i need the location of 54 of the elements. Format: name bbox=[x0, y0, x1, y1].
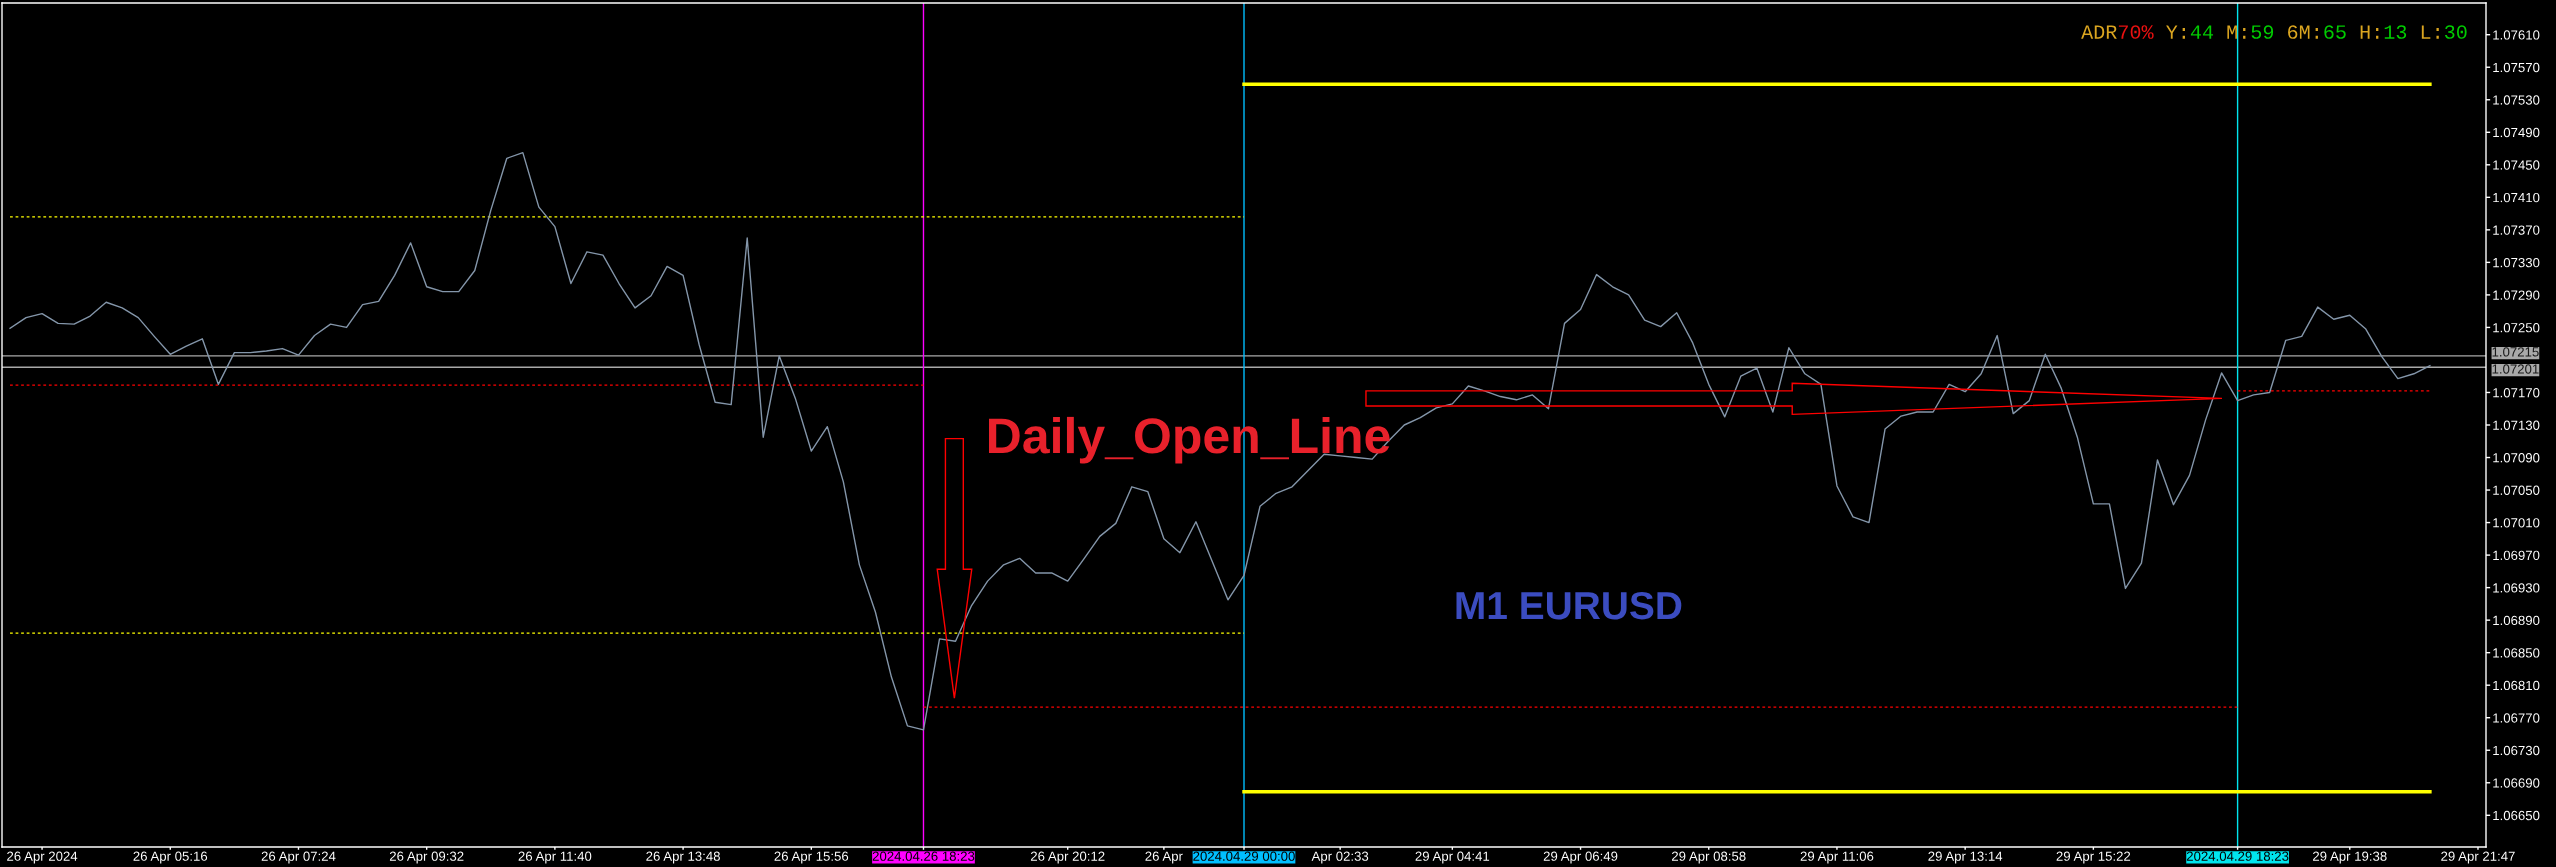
y-tick-label: 1.07370 bbox=[2493, 225, 2540, 235]
x-tick-label: 29 Apr 04:41 bbox=[1415, 851, 1490, 864]
line-series bbox=[9, 151, 2431, 731]
x-tick-label: 26 Apr 05:16 bbox=[133, 851, 208, 864]
x-tick-label: Apr 02:33 bbox=[1311, 851, 1369, 864]
y-tick-label: 1.07250 bbox=[2493, 323, 2540, 333]
ref-line-label: 1.07215 bbox=[2492, 347, 2539, 357]
x-tick-label: 2024.04.29 00:00 bbox=[1193, 851, 1295, 861]
y-tick-label: 1.07570 bbox=[2493, 62, 2540, 73]
y-tick-label: 1.07450 bbox=[2493, 160, 2540, 170]
y-tick-label: 1.07170 bbox=[2493, 388, 2540, 398]
y-tick-label: 1.06730 bbox=[2493, 745, 2540, 756]
y-tick-label: 1.06850 bbox=[2493, 648, 2540, 658]
x-tick-label: 29 Apr 06:49 bbox=[1543, 851, 1618, 864]
y-tick-label: 1.07010 bbox=[2493, 518, 2540, 528]
y-tick-label: 1.07410 bbox=[2493, 192, 2540, 203]
y-tick-label: 1.06890 bbox=[2493, 615, 2540, 626]
x-tick-label: 26 Apr bbox=[1145, 851, 1183, 864]
x-tick-label: 29 Apr 11:06 bbox=[1800, 851, 1874, 864]
x-tick-label: 29 Apr 13:14 bbox=[1928, 851, 2003, 864]
y-tick-label: 1.07490 bbox=[2493, 127, 2540, 138]
x-tick-label: 26 Apr 07:24 bbox=[261, 851, 336, 864]
annotation: M1 EURUSD bbox=[1456, 591, 1682, 620]
annotation: H:13 bbox=[2360, 25, 2407, 39]
x-tick-label: 29 Apr 15:22 bbox=[2056, 851, 2131, 864]
y-tick-label: 1.06650 bbox=[2493, 810, 2540, 821]
y-tick-label: 1.07130 bbox=[2493, 420, 2540, 430]
y-tick-label: 1.06970 bbox=[2493, 550, 2540, 561]
y-tick-label: 1.07610 bbox=[2493, 30, 2540, 40]
x-tick-label: 26 Apr 15:56 bbox=[774, 851, 849, 864]
x-tick-label: 26 Apr 2024 bbox=[7, 851, 78, 864]
x-tick-label: 26 Apr 13:48 bbox=[646, 851, 720, 864]
y-tick-label: 1.06930 bbox=[2493, 583, 2540, 593]
y-tick-label: 1.07050 bbox=[2493, 485, 2540, 495]
y-tick-label: 1.07090 bbox=[2493, 453, 2540, 463]
annotation: L:30 bbox=[2421, 25, 2467, 39]
x-tick-label: 26 Apr 20:12 bbox=[1030, 851, 1105, 864]
y-tick-label: 1.06810 bbox=[2493, 680, 2540, 691]
x-tick-label: 2024.04.26 18:23 bbox=[872, 851, 975, 861]
y-tick-label: 1.07530 bbox=[2493, 95, 2540, 105]
x-tick-label: 29 Apr 21:47 bbox=[2441, 851, 2515, 864]
x-tick-label: 29 Apr 08:58 bbox=[1672, 851, 1746, 864]
annotation: ADR70% bbox=[2081, 25, 2154, 39]
x-tick-label: 26 Apr 11:40 bbox=[518, 851, 592, 864]
y-tick-label: 1.06690 bbox=[2493, 778, 2540, 788]
y-tick-label: 1.07290 bbox=[2493, 290, 2540, 300]
annotation: 6M:65 bbox=[2288, 25, 2346, 39]
ref-line-label: 1.07201 bbox=[2492, 364, 2539, 374]
x-tick-label: 26 Apr 09:32 bbox=[389, 851, 464, 864]
y-tick-label: 1.07330 bbox=[2493, 257, 2540, 268]
y-tick-label: 1.06770 bbox=[2493, 713, 2540, 723]
x-tick-label: 29 Apr 19:38 bbox=[2313, 851, 2387, 864]
x-tick-label: 2024.04.29 18:23 bbox=[2186, 851, 2289, 861]
annotation: Y:44 bbox=[2166, 25, 2214, 39]
